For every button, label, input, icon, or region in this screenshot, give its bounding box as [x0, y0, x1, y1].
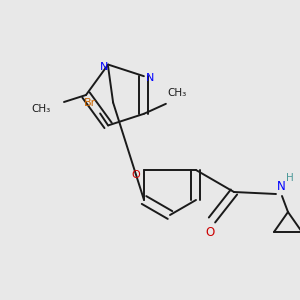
Text: N: N: [100, 61, 108, 72]
Text: N: N: [277, 179, 285, 193]
Text: O: O: [132, 170, 140, 180]
Text: H: H: [286, 173, 294, 183]
Text: Br: Br: [84, 98, 96, 108]
Text: O: O: [206, 226, 214, 238]
Text: CH₃: CH₃: [167, 88, 187, 98]
Text: N: N: [146, 73, 154, 83]
Text: CH₃: CH₃: [32, 104, 51, 114]
